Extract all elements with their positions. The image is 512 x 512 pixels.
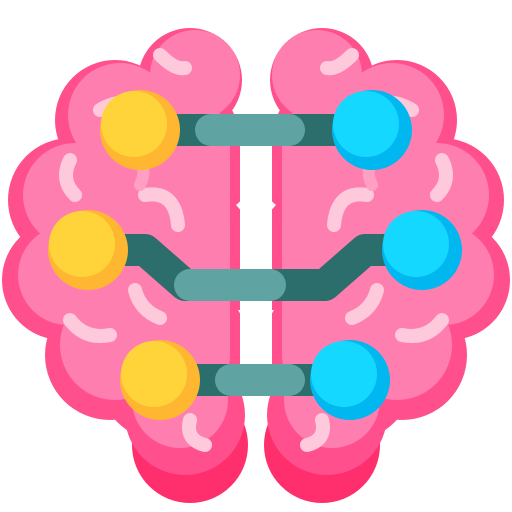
node-right-top bbox=[332, 90, 412, 170]
node-left-bottom bbox=[120, 340, 200, 420]
node-left-top bbox=[100, 90, 180, 170]
node-right-bottom bbox=[310, 340, 390, 420]
circuit-lines bbox=[72, 114, 438, 396]
circuit-nodes bbox=[48, 90, 462, 420]
node-right-middle bbox=[382, 210, 462, 290]
center-gap bbox=[236, 150, 276, 512]
node-left-middle bbox=[48, 210, 128, 290]
